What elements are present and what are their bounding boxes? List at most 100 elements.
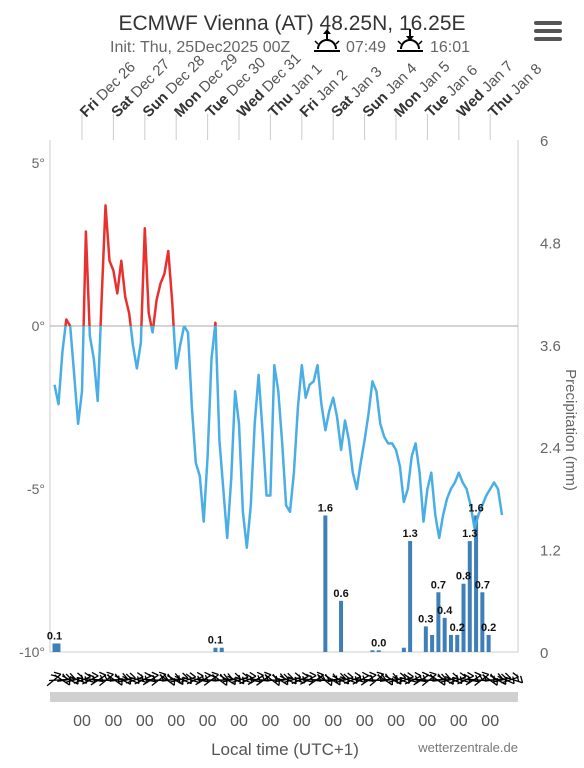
x-tick-label: 00 bbox=[262, 713, 280, 730]
precip-data-label: 0.3 bbox=[418, 613, 433, 625]
wind-barb-shaft bbox=[186, 675, 204, 685]
wind-barb-flag bbox=[65, 673, 72, 680]
wind-barb-shaft bbox=[134, 675, 152, 685]
wind-barb-shaft bbox=[400, 676, 418, 684]
x-tick-label: 00 bbox=[105, 713, 123, 730]
wind-barb bbox=[275, 672, 294, 683]
temperature-line-segment bbox=[53, 325, 67, 406]
wind-barb-shaft bbox=[339, 676, 358, 684]
wind-barb-flag bbox=[407, 672, 414, 678]
wind-barb bbox=[327, 672, 346, 683]
wind-barb-flag bbox=[501, 673, 508, 680]
wind-barb-flag bbox=[481, 671, 489, 676]
wind-barb-flag bbox=[163, 673, 169, 681]
precip-bar bbox=[423, 626, 428, 652]
wind-barb-shaft bbox=[69, 676, 87, 684]
precip-data-label: 0.6 bbox=[333, 588, 348, 600]
x-tick-label: 00 bbox=[230, 713, 248, 730]
chart-title: ECMWF Vienna (AT) 48.25N, 16.25E bbox=[118, 12, 465, 35]
wind-barb-shaft bbox=[392, 676, 410, 684]
precip-bar bbox=[219, 647, 224, 652]
wind-barb-shaft bbox=[448, 676, 467, 684]
wind-barb-shaft bbox=[126, 676, 144, 684]
temperature-lines bbox=[53, 204, 504, 549]
wind-barb-shaft bbox=[344, 676, 362, 684]
x-axis-title: Local time (UTC+1) bbox=[211, 740, 359, 759]
wind-barb-flag bbox=[516, 674, 520, 682]
wind-barb bbox=[73, 672, 91, 684]
wind-barb bbox=[448, 672, 467, 684]
wind-barbs bbox=[46, 671, 524, 687]
wind-barb-flag bbox=[320, 673, 326, 681]
wind-barb-flag bbox=[459, 672, 467, 678]
temperature-line-segment bbox=[140, 226, 153, 327]
navigator-scrollbar[interactable] bbox=[50, 692, 518, 702]
wind-barb-flag bbox=[467, 671, 475, 677]
wind-barb-shaft bbox=[77, 676, 96, 684]
wind-barb bbox=[377, 674, 394, 686]
wind-barb-flag bbox=[305, 673, 313, 679]
wind-barb-shaft bbox=[275, 677, 293, 683]
precip-bar bbox=[376, 650, 381, 652]
x-tick-label: 00 bbox=[167, 713, 185, 730]
wind-barb-flag bbox=[399, 676, 402, 685]
wind-barb-flag bbox=[399, 672, 407, 679]
wind-barb-shaft bbox=[291, 675, 309, 685]
wind-barb-shaft bbox=[324, 674, 341, 686]
x-tick-label: 00 bbox=[387, 713, 405, 730]
temperature-line-segment bbox=[152, 249, 175, 327]
wind-barb-shaft bbox=[396, 676, 414, 684]
wind-barb bbox=[396, 672, 414, 684]
precip-bar bbox=[56, 643, 61, 652]
wind-barb-flag bbox=[245, 673, 253, 679]
temperature-line-segment bbox=[129, 325, 143, 370]
hamburger-menu-icon[interactable] bbox=[532, 18, 564, 46]
wind-barb-shaft bbox=[222, 677, 241, 683]
wind-barb-flag bbox=[182, 672, 189, 679]
sunrise-icon bbox=[314, 29, 340, 52]
precip-data-label: 0.0 bbox=[371, 637, 386, 649]
precip-bar bbox=[339, 600, 344, 652]
y-right-axis-title: Precipitation (mm) bbox=[562, 369, 579, 491]
wind-barb-flag bbox=[463, 673, 471, 679]
precip-data-label: 0.7 bbox=[431, 579, 446, 591]
x-tick-label: 00 bbox=[481, 713, 499, 730]
wind-barb-shaft bbox=[81, 675, 99, 685]
y-right-tick-label: 2.4 bbox=[540, 440, 561, 457]
precip-data-label: 1.3 bbox=[462, 528, 477, 540]
wind-barb-flag bbox=[88, 673, 96, 679]
wind-barb-flag bbox=[452, 677, 454, 685]
init-label: Init: Thu, 25Dec2025 00Z bbox=[110, 39, 290, 56]
wind-barb-flag bbox=[129, 672, 136, 679]
wind-barb-shaft bbox=[122, 675, 140, 685]
precip-bar bbox=[455, 634, 460, 652]
x-tick-label: 00 bbox=[324, 713, 342, 730]
x-tick-label: 00 bbox=[73, 713, 91, 730]
precip-data-label: 0.2 bbox=[481, 622, 496, 634]
temperature-line-segment bbox=[64, 318, 72, 327]
wind-barb-shaft bbox=[219, 674, 236, 686]
wind-barb-flag bbox=[148, 673, 156, 678]
precip-bar bbox=[408, 541, 413, 652]
wind-barb-flag bbox=[365, 673, 374, 678]
precip-bar bbox=[430, 634, 435, 652]
precip-bar bbox=[323, 515, 328, 652]
wind-barb-flag bbox=[309, 671, 317, 677]
wind-barb-flag bbox=[376, 671, 384, 675]
wind-barb-shaft bbox=[129, 676, 148, 684]
wind-barb-shaft bbox=[73, 676, 91, 684]
temperature-line-segment bbox=[88, 325, 102, 403]
precipitation-bars bbox=[52, 515, 491, 652]
wind-barb-flag bbox=[249, 671, 257, 677]
wind-barb-flag bbox=[158, 671, 167, 676]
precip-bar bbox=[448, 634, 453, 652]
x-tick-label: 00 bbox=[356, 713, 374, 730]
wind-barb-flag bbox=[129, 677, 132, 685]
wind-barb-shaft bbox=[57, 677, 76, 683]
grid bbox=[49, 140, 519, 653]
data-labels: 0.1 0.1 1.6 0.6 0.0 1.3 0.3 0.7 0.4 0.2 0.8 1.3 1.6 0… bbox=[47, 502, 496, 649]
wind-barb-shaft bbox=[460, 677, 479, 683]
y-right-tick-label: 6 bbox=[540, 133, 548, 150]
temperature-line-segment bbox=[68, 325, 85, 426]
wind-barb-flag bbox=[441, 673, 447, 680]
